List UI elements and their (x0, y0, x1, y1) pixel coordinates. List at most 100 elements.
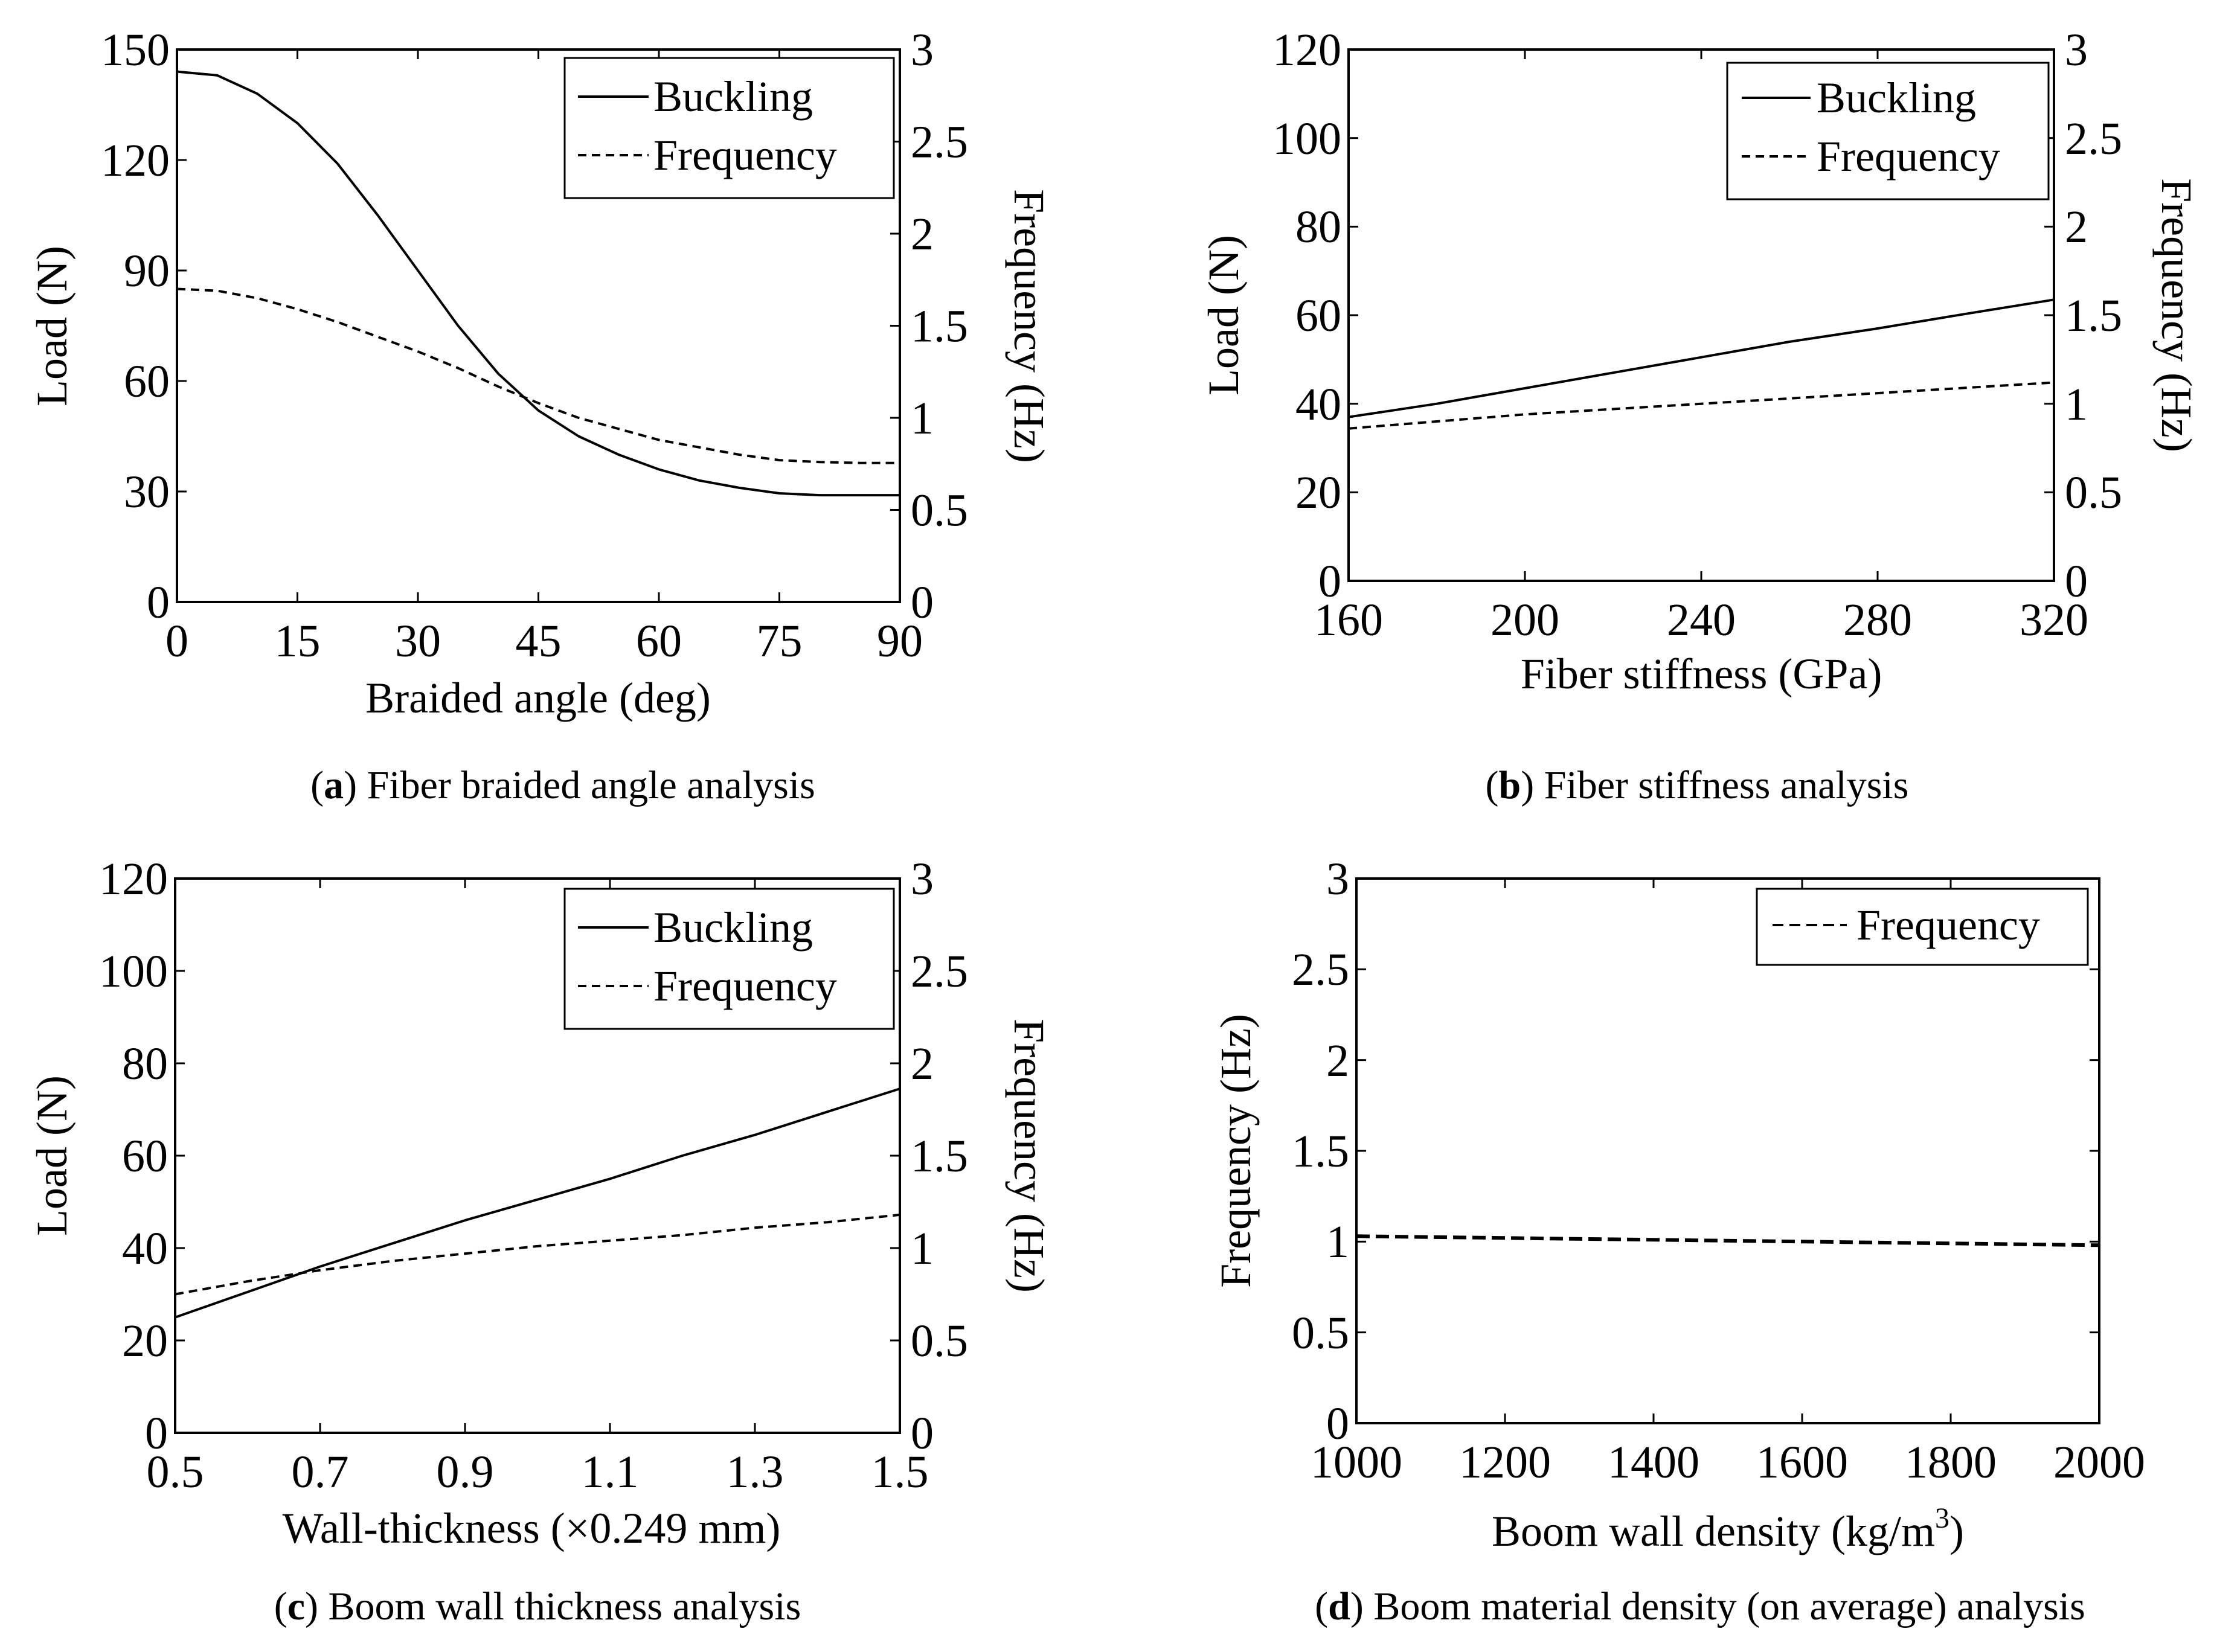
legend-box-c (563, 888, 895, 1030)
y-left-axis-label-b: Load (N) (1199, 235, 1248, 395)
series-line-frequency-d (1356, 1234, 2100, 1247)
x-tick-a-3: 45 (516, 616, 562, 667)
legend-label-frequency-a: Frequency (653, 131, 837, 179)
caption-a: (a) Fiber braided angle analysis (310, 763, 815, 807)
tick-marks-b (1347, 48, 2055, 582)
x-tick-d-0: 1000 (1311, 1437, 1402, 1488)
y-right-tick-a-1: 0.5 (911, 485, 968, 536)
x-tick-b-1: 200 (1490, 595, 1559, 645)
y-right-tick-b-0: 0 (2065, 556, 2088, 607)
y-left-tick-b-5: 100 (1272, 114, 1341, 164)
x-tick-b-3: 280 (1843, 595, 1912, 645)
y-left-tick-a-3: 90 (124, 246, 170, 296)
y-right-tick-c-5: 2.5 (911, 946, 968, 997)
y-left-tick-c-3: 60 (122, 1131, 168, 1182)
series-group-c (175, 1087, 900, 1319)
y-left-tick-c-4: 80 (122, 1039, 168, 1089)
x-tick-d-1: 1200 (1459, 1437, 1551, 1488)
panel-d: 1000 1200 1400 1600 1800 2000 0 0.5 1 1.… (1211, 854, 2145, 1628)
x-tick-a-5: 75 (757, 616, 803, 667)
caption-a-text: Fiber braided angle analysis (367, 763, 815, 807)
y-left-tick-b-1: 20 (1295, 467, 1341, 518)
y-right-tick-c-1: 0.5 (911, 1316, 968, 1366)
legend-box-d (1756, 888, 2089, 966)
tick-marks-c (174, 877, 901, 1434)
series-line-frequency-a (176, 287, 900, 464)
y-right-tick-a-3: 1.5 (911, 301, 968, 352)
x-tick-c-1: 0.7 (292, 1447, 349, 1497)
x-tick-a-2: 30 (395, 616, 441, 667)
y-right-tick-c-6: 3 (911, 854, 934, 904)
x-tick-c-2: 0.9 (437, 1447, 494, 1497)
legend-label-buckling-b: Buckling (1817, 74, 1976, 122)
y-right-axis-label-a: Frequency (Hz) (1005, 189, 1053, 463)
panel-c: 0.5 0.7 0.9 1.1 1.3 1.5 0 20 40 60 80 10… (28, 854, 1053, 1628)
y-right-tick-a-5: 2.5 (911, 117, 968, 168)
y-left-tick-b-3: 60 (1295, 290, 1341, 341)
legend-label-frequency-c: Frequency (653, 962, 837, 1010)
caption-b-open: ( (1486, 763, 1499, 807)
x-tick-b-2: 240 (1667, 595, 1736, 645)
y-right-tick-a-2: 1 (911, 393, 934, 444)
x-tick-d-2: 1400 (1608, 1437, 1699, 1488)
x-tick-b-0: 160 (1314, 595, 1383, 645)
caption-b-close: ) (1521, 763, 1544, 807)
series-group-a (176, 70, 900, 497)
legend-label-buckling-a: Buckling (653, 72, 813, 121)
x-tick-b-4: 320 (2020, 595, 2088, 645)
caption-d-close: ) (1350, 1584, 1373, 1628)
caption-c-text: Boom wall thickness analysis (329, 1584, 801, 1628)
y-left-tick-b-2: 40 (1295, 379, 1341, 430)
y-right-tick-c-2: 1 (911, 1223, 934, 1274)
y-right-tick-a-4: 2 (911, 209, 934, 260)
y-right-tick-b-6: 3 (2065, 25, 2088, 75)
legend-box-a (563, 57, 895, 199)
y-left-tick-c-5: 100 (99, 946, 168, 997)
caption-c: (c) Boom wall thickness analysis (274, 1584, 801, 1628)
caption-c-open: ( (274, 1584, 287, 1628)
caption-a-open: ( (310, 763, 324, 807)
caption-c-letter: c (287, 1584, 305, 1628)
tick-marks-d (1355, 877, 2100, 1424)
x-tick-a-0: 0 (165, 616, 188, 667)
legend-box-b (1726, 62, 2050, 200)
y-left-tick-b-6: 120 (1272, 25, 1341, 75)
x-axis-label-a: Braided angle (deg) (365, 674, 711, 722)
y-left-tick-c-6: 120 (99, 854, 168, 904)
y-left-tick-c-2: 40 (122, 1223, 168, 1274)
panel-b: 160 200 240 280 320 0 20 40 60 80 100 12… (1199, 25, 2201, 807)
x-tick-c-4: 1.3 (727, 1447, 784, 1497)
y-right-axis-label-c: Frequency (Hz) (1005, 1019, 1053, 1293)
legend-label-frequency-b: Frequency (1817, 132, 2000, 181)
x-tick-c-0: 0.5 (147, 1447, 204, 1497)
y-left-tick-d-0: 0 (1326, 1398, 1349, 1449)
y-left-tick-a-5: 150 (101, 25, 170, 75)
y-right-tick-b-2: 1 (2065, 379, 2088, 430)
series-line-buckling-c (175, 1087, 900, 1319)
caption-d-open: ( (1315, 1584, 1328, 1628)
y-left-tick-d-2: 1 (1326, 1217, 1349, 1267)
x-tick-a-1: 15 (275, 616, 321, 667)
series-line-buckling-b (1348, 298, 2055, 418)
x-axis-label-d-sup: 3 (1935, 1502, 1949, 1534)
y-left-tick-d-6: 3 (1326, 854, 1349, 904)
x-tick-d-4: 1800 (1905, 1437, 1997, 1488)
y-right-tick-b-5: 2.5 (2065, 114, 2122, 164)
x-tick-d-5: 2000 (2053, 1437, 2145, 1488)
y-right-tick-a-0: 0 (911, 577, 934, 628)
legend-label-buckling-c: Buckling (653, 903, 813, 952)
y-left-tick-d-5: 2.5 (1292, 944, 1349, 995)
y-left-tick-d-1: 0.5 (1292, 1308, 1349, 1359)
x-tick-a-6: 90 (877, 616, 923, 667)
series-line-frequency-b (1348, 381, 2055, 430)
caption-d-text: Boom material density (on average) analy… (1373, 1584, 2085, 1628)
y-left-tick-a-2: 60 (124, 356, 170, 407)
caption-d: (d) Boom material density (on average) a… (1315, 1584, 2085, 1628)
caption-d-letter: d (1328, 1584, 1350, 1628)
caption-a-letter: a (324, 763, 344, 807)
y-right-tick-c-3: 1.5 (911, 1131, 968, 1182)
x-axis-label-c: Wall-thickness (×0.249 mm) (283, 1504, 781, 1552)
y-right-tick-c-4: 2 (911, 1039, 934, 1089)
series-group-b (1348, 298, 2055, 430)
series-line-frequency-c (175, 1213, 900, 1296)
